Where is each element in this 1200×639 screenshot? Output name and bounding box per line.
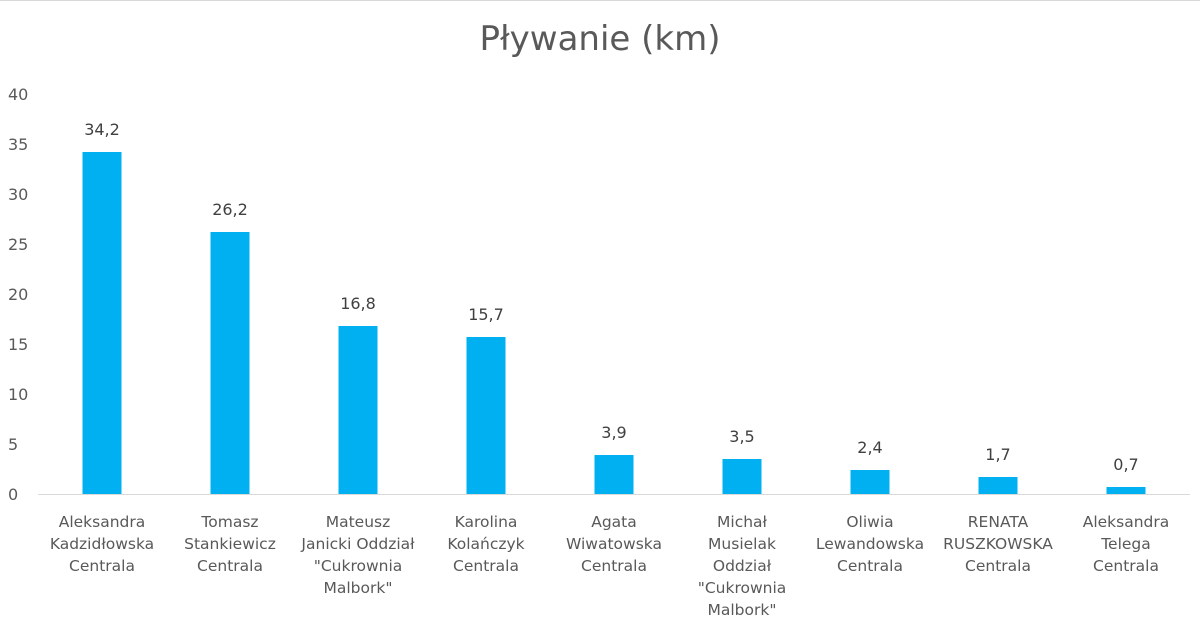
y-tick-label: 30 [8, 185, 28, 204]
x-tick-label-line: Karolina [455, 513, 518, 531]
x-tick-label-line: Malbork" [324, 579, 393, 597]
x-tick-label-line: Centrala [837, 557, 903, 575]
x-tick-label-line: Stankiewicz [184, 535, 276, 553]
x-tick-label: Aleksandra Telega Centrala [1083, 513, 1170, 575]
data-label: 3,9 [601, 423, 626, 442]
bar [594, 455, 634, 494]
x-tick-label-line: Oliwia [846, 513, 893, 531]
bar [82, 152, 122, 494]
x-tick-label-line: RUSZKOWSKA [943, 535, 1053, 553]
x-tick-label: Karolina Kolańczyk Centrala [447, 513, 524, 575]
x-tick-label-line: Centrala [197, 557, 263, 575]
x-tick-label: RENATA RUSZKOWSKA Centrala [943, 513, 1053, 575]
y-tick-label: 0 [8, 485, 18, 504]
y-tick-label: 25 [8, 235, 28, 254]
bar [722, 459, 762, 494]
x-tick-label-line: Centrala [1093, 557, 1159, 575]
chart-title: Pływanie (km) [479, 19, 721, 59]
x-tick-label-line: "Cukrownia [314, 557, 403, 575]
bar [338, 326, 378, 494]
x-tick-label-line: Centrala [69, 557, 135, 575]
x-tick-label-line: Agata [591, 513, 637, 531]
x-tick-label-line: Michał [717, 513, 768, 531]
x-tick-label: Mateusz Janicki Oddział "Cukrownia Malbork" [300, 513, 415, 597]
x-tick-label-line: RENATA [968, 513, 1029, 531]
y-tick-label: 40 [8, 85, 28, 104]
x-tick-label-line: Lewandowska [816, 535, 924, 553]
y-tick-label: 15 [8, 335, 28, 354]
x-tick-label-line: Musielak [708, 535, 776, 553]
x-tick-label-line: Kadzidłowska [50, 535, 154, 553]
bar [850, 470, 890, 494]
x-tick-label-line: "Cukrownia [698, 579, 787, 597]
data-label: 26,2 [212, 200, 248, 219]
x-tick-label: Oliwia Lewandowska Centrala [816, 513, 924, 575]
x-tick-label-line: Mateusz [326, 513, 391, 531]
x-tick-label: Michał Musielak Oddział "Cukrownia Malbork" [698, 513, 787, 619]
data-label: 15,7 [468, 305, 504, 324]
x-tick-label-line: Malbork" [708, 601, 777, 619]
x-tick-label-line: Centrala [581, 557, 647, 575]
x-tick-label: Agata Wiwatowska Centrala [566, 513, 662, 575]
x-tick-label-line: Janicki Oddział [300, 535, 415, 553]
data-label: 34,2 [84, 120, 120, 139]
y-tick-label: 20 [8, 285, 28, 304]
x-tick-label-line: Oddział [713, 557, 772, 575]
x-tick-label-line: Tomasz [200, 513, 258, 531]
data-label: 2,4 [857, 438, 882, 457]
bar [466, 337, 506, 494]
x-tick-label: Tomasz Stankiewicz Centrala [184, 513, 276, 575]
x-tick-label-line: Aleksandra [1083, 513, 1170, 531]
x-tick-label-line: Wiwatowska [566, 535, 662, 553]
x-tick-label-line: Kolańczyk [447, 535, 524, 553]
bar [210, 232, 250, 494]
bar [1106, 487, 1146, 494]
y-tick-label: 5 [8, 435, 18, 454]
y-tick-label: 35 [8, 135, 28, 154]
x-tick-label-line: Centrala [453, 557, 519, 575]
bar [978, 477, 1018, 494]
data-label: 1,7 [985, 445, 1010, 464]
x-tick-label-line: Telega [1100, 535, 1151, 553]
data-label: 0,7 [1113, 455, 1138, 474]
x-tick-label: Aleksandra Kadzidłowska Centrala [50, 513, 154, 575]
x-tick-label-line: Centrala [965, 557, 1031, 575]
data-label: 16,8 [340, 294, 376, 313]
y-tick-label: 10 [8, 385, 28, 404]
x-tick-label-line: Aleksandra [59, 513, 146, 531]
data-label: 3,5 [729, 427, 754, 446]
